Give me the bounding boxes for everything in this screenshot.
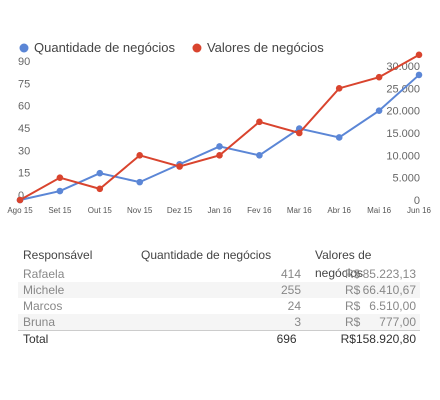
chart-series xyxy=(16,51,423,204)
x-tick: Jun 16 xyxy=(407,206,432,215)
row-value: R$ 6.510,00 xyxy=(345,299,416,313)
data-point-0 xyxy=(216,143,223,150)
currency-label: R$ xyxy=(345,283,361,297)
legend-marker-1 xyxy=(192,43,202,53)
data-point-1 xyxy=(16,196,24,204)
row-name: Rafaela xyxy=(23,267,65,281)
x-tick: Fev 16 xyxy=(247,206,272,215)
y-left-tick: 45 xyxy=(18,123,30,135)
y-left-tick: 0 xyxy=(18,190,24,202)
data-point-0 xyxy=(96,169,104,177)
x-tick: Set 15 xyxy=(48,206,72,215)
currency-label: R$ xyxy=(345,299,361,313)
deals-table: Responsável Quantidade de negócios Valor… xyxy=(18,246,420,348)
x-tick: Ago 15 xyxy=(7,206,33,215)
total-qty: 696 xyxy=(276,332,297,346)
data-point-1 xyxy=(375,73,383,81)
row-qty: 414 xyxy=(280,267,301,281)
x-tick: Dez 15 xyxy=(167,206,193,215)
line-chart: Quantidade de negócios Valores de negócio… xyxy=(7,40,431,215)
y-left-tick: 90 xyxy=(18,56,30,68)
table-row: Rafaela 414 R$ 85.223,13 xyxy=(18,266,420,282)
data-point-0 xyxy=(256,152,263,159)
y-right-tick: 30.000 xyxy=(386,61,420,73)
table-row: Marcos 24 R$ 6.510,00 xyxy=(18,298,420,314)
data-point-1 xyxy=(136,152,143,159)
y-right-tick: 20.000 xyxy=(386,106,420,118)
table-total-row: Total 696 R$ 158.920,80 xyxy=(18,330,420,348)
header-responsavel: Responsável xyxy=(23,248,93,262)
y-right-tick: 0 xyxy=(414,195,420,207)
row-name: Bruna xyxy=(23,315,56,329)
series-line-1 xyxy=(19,53,420,201)
y-axis-left: 0 15 30 45 60 75 90 xyxy=(18,56,30,202)
data-point-0 xyxy=(375,107,383,114)
data-point-0 xyxy=(335,134,343,141)
data-point-1 xyxy=(335,85,343,92)
currency-label: R$ xyxy=(340,332,356,346)
y-left-tick: 75 xyxy=(18,78,30,90)
x-tick: Jan 16 xyxy=(207,206,232,215)
header-quantidade: Quantidade de negócios xyxy=(141,248,272,262)
currency-label: R$ xyxy=(345,267,361,281)
legend-label-0: Quantidade de negócios xyxy=(34,40,175,55)
data-point-1 xyxy=(415,51,423,59)
row-name: Michele xyxy=(23,283,65,297)
x-axis: Ago 15 Set 15 Out 15 Nov 15 Dez 15 Jan 16 Fev … xyxy=(7,206,431,215)
data-point-1 xyxy=(176,163,183,170)
row-qty: 255 xyxy=(280,283,301,297)
y-right-tick: 5.000 xyxy=(392,173,420,185)
table-row: Bruna 3 R$ 777,00 xyxy=(18,314,420,330)
series-line-0 xyxy=(19,74,420,201)
data-point-0 xyxy=(56,187,64,195)
total-label: Total xyxy=(23,332,49,346)
row-value: R$ 777,00 xyxy=(345,315,416,329)
y-left-tick: 15 xyxy=(18,168,30,180)
row-name: Marcos xyxy=(23,299,63,313)
y-left-tick: 60 xyxy=(18,101,30,113)
header-valores: Valores de negócios xyxy=(315,248,372,280)
x-tick: Out 15 xyxy=(88,206,113,215)
chart-legend: Quantidade de negócios Valores de negócio… xyxy=(19,40,324,55)
x-tick: Mar 16 xyxy=(287,206,312,215)
row-value: R$ 85.223,13 xyxy=(345,267,416,281)
data-point-0 xyxy=(415,71,423,79)
row-value: R$ 66.410,67 xyxy=(345,283,416,297)
data-point-1 xyxy=(256,118,263,126)
table-header: Responsável Quantidade de negócios Valor… xyxy=(18,246,420,280)
legend-label-1: Valores de negócios xyxy=(207,40,324,55)
total-value: R$ 158.920,80 xyxy=(340,332,416,346)
y-right-tick: 10.000 xyxy=(386,150,420,162)
x-tick: Nov 15 xyxy=(127,206,153,215)
x-tick: Mai 16 xyxy=(367,206,392,215)
table-row: Michele 255 R$ 66.410,67 xyxy=(18,282,420,298)
x-tick: Abr 16 xyxy=(327,206,351,215)
data-point-1 xyxy=(296,129,303,137)
row-qty: 24 xyxy=(287,299,301,313)
y-right-tick: 15.000 xyxy=(386,128,420,140)
data-point-1 xyxy=(216,152,223,159)
row-qty: 3 xyxy=(294,315,301,329)
data-point-1 xyxy=(56,174,64,181)
data-point-0 xyxy=(136,178,143,186)
legend-marker-0 xyxy=(19,43,29,53)
y-left-tick: 30 xyxy=(18,145,30,157)
data-point-1 xyxy=(96,185,104,193)
currency-label: R$ xyxy=(345,315,361,329)
